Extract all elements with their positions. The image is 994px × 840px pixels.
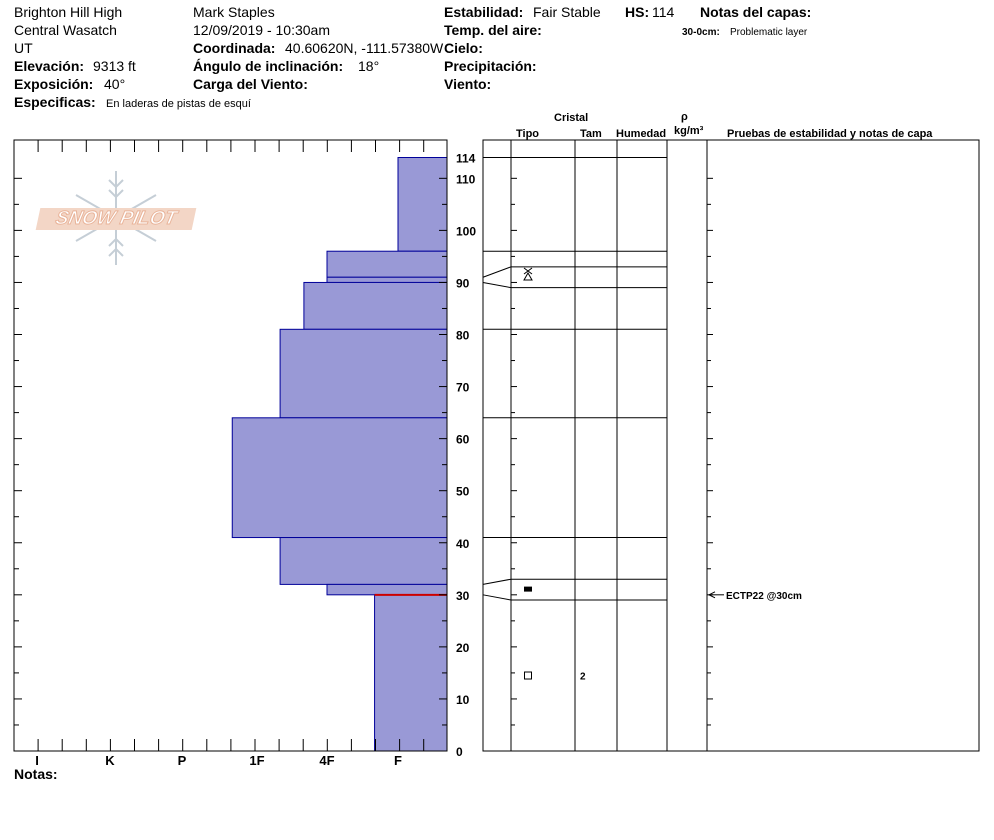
depth-axis-label: 90 <box>456 276 470 290</box>
notes-label: Notas: <box>14 766 58 782</box>
hardness-layer-bar <box>326 276 448 283</box>
stability-test-label: ECTP22 @30cm <box>726 591 802 602</box>
coord-label: Coordinada: <box>193 40 276 56</box>
depth-axis-label: 110 <box>456 172 476 186</box>
hardness-layer-bar <box>279 328 448 419</box>
depth-axis-label: 40 <box>456 537 470 551</box>
depth-axis-label: 30 <box>456 589 470 603</box>
precip-label: Precipitación: <box>444 58 537 74</box>
type-header: Tipo <box>516 128 540 140</box>
moisture-header: Humedad <box>616 128 667 140</box>
stability-value: Fair Stable <box>533 4 601 20</box>
depth-connector-line <box>482 594 512 601</box>
hardness-layer-bar <box>326 583 448 596</box>
depth-axis-label: 20 <box>456 641 470 655</box>
state: UT <box>14 40 33 56</box>
observer: Mark Staples <box>193 4 275 20</box>
crystal-symbol-triangle <box>523 272 533 281</box>
datetime: 12/09/2019 - 10:30am <box>193 22 330 38</box>
crystal-symbol-square <box>524 671 532 680</box>
hardness-axis-label: 1F <box>249 753 264 768</box>
rho-header: ρ <box>681 111 688 123</box>
layer-note-depth: 30-0cm: <box>682 27 720 38</box>
depth-connector-line <box>482 281 512 289</box>
elevation-value: 9313 ft <box>93 58 136 74</box>
hs-value: 114 <box>652 4 675 20</box>
hardness-layer-bar <box>397 157 448 252</box>
hs-label: HS: <box>625 4 650 20</box>
depth-axis-label: 100 <box>456 224 476 238</box>
hardness-axis-label: P <box>178 753 187 768</box>
location: Brighton Hill High <box>14 4 123 20</box>
hardness-axis-label: 4F <box>319 753 334 768</box>
test-arrow-head <box>707 591 716 599</box>
layer-notes-label: Notas del capas: <box>700 4 812 20</box>
depth-connector-line <box>482 266 512 278</box>
coord-value: 40.60620N, -111.57380W <box>285 40 444 56</box>
size-header: Tam <box>580 128 602 140</box>
hardness-layer-bar <box>374 594 448 752</box>
crystal-size-label: 2 <box>580 672 586 683</box>
depth-connector-line <box>482 578 512 585</box>
snowpilot-logo: SNOW PILOT <box>35 168 197 268</box>
wind-label: Viento: <box>444 76 492 92</box>
aspect-label: Exposición: <box>14 76 94 92</box>
sky-label: Cielo: <box>444 40 483 56</box>
hardness-layer-bar <box>303 281 448 330</box>
airtemp-label: Temp. del aire: <box>444 22 542 38</box>
hardness-axis-label: F <box>394 753 402 768</box>
depth-axis-label: 70 <box>456 381 470 395</box>
elevation-label: Elevación: <box>14 58 85 74</box>
structure-panel-frame <box>482 139 980 752</box>
hardness-layer-bar <box>279 537 448 585</box>
specifics-label: Especificas: <box>14 94 96 110</box>
depth-axis-label: 80 <box>456 329 470 343</box>
specifics-value: En laderas de pistas de esquí <box>106 98 251 110</box>
layer-note-text: Problematic layer <box>730 27 808 38</box>
aspect-value: 40° <box>104 76 126 92</box>
hardness-layer-bar <box>231 417 448 539</box>
depth-axis-label: 0 <box>456 745 463 759</box>
slope-value: 18° <box>358 58 380 74</box>
hardness-layer-bar <box>326 250 448 278</box>
hardness-axis-label: K <box>105 753 115 768</box>
crystal-header: Cristal <box>554 112 589 124</box>
crystal-symbol-filled-square <box>524 586 532 592</box>
depth-axis-label: 60 <box>456 433 470 447</box>
depth-axis-label: 50 <box>456 485 470 499</box>
depth-axis-label: 114 <box>456 152 476 166</box>
hardness-axis-label: I <box>35 753 39 768</box>
stability-label: Estabilidad: <box>444 4 524 20</box>
density-unit-header: kg/m³ <box>674 125 704 137</box>
depth-axis-label: 10 <box>456 693 470 707</box>
crystal-symbol-line <box>523 267 533 275</box>
tests-header: Pruebas de estabilidad y notas de capa <box>727 128 933 140</box>
slope-label: Ángulo de inclinación: <box>193 58 344 74</box>
windload-label: Carga del Viento: <box>193 76 308 92</box>
range: Central Wasatch <box>14 22 117 38</box>
